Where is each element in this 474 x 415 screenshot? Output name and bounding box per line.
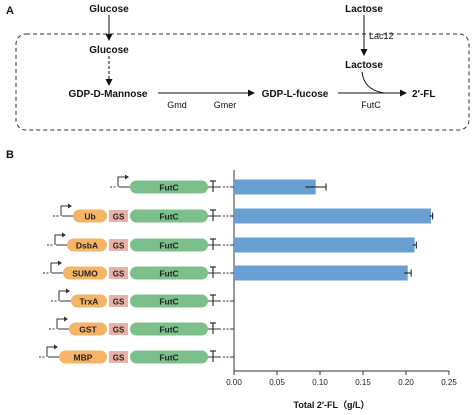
- fusion-tag: [73, 209, 107, 223]
- gs-linker: [109, 267, 128, 279]
- terminator-icon: [210, 294, 216, 306]
- promoter-icon: [60, 205, 70, 216]
- lactose-outside-label: Lactose: [345, 4, 383, 15]
- gs-linker-label: GS: [113, 213, 125, 222]
- bar: [234, 237, 415, 253]
- promoter-icon: [56, 318, 66, 329]
- gdp-fucose-label: GDP-L-fucose: [262, 89, 329, 100]
- gs-linker: [109, 210, 128, 222]
- gs-linker: [109, 239, 128, 251]
- futc-gene-label: FutC: [159, 212, 178, 222]
- construct-row: GS DsbA FutC: [47, 232, 229, 252]
- futc-gene-label: FutC: [159, 325, 178, 335]
- bar: [234, 208, 431, 224]
- promoter-arrowhead-icon: [125, 174, 129, 180]
- x-tick-label: 0.10: [312, 378, 328, 387]
- terminator-icon: [210, 350, 216, 362]
- x-tick-label: 0.15: [355, 378, 371, 387]
- futc-gene-label: FutC: [159, 269, 178, 279]
- promoter-arrowhead-icon: [64, 316, 68, 322]
- terminator-icon: [210, 209, 216, 221]
- panel-a-label: A: [6, 5, 14, 17]
- futc-gene: [130, 322, 208, 336]
- terminator-icon: [210, 322, 216, 334]
- fusion-tag: [63, 266, 107, 280]
- gmer-label: Gmer: [214, 100, 237, 110]
- futc-gene: [130, 294, 208, 308]
- cell-boundary: [15, 33, 470, 131]
- fusion-tag-label: DsbA: [76, 241, 98, 251]
- terminator-icon: [210, 180, 216, 192]
- futc-gene: [130, 238, 208, 252]
- promoter-icon: [54, 234, 64, 245]
- fusion-tag-label: SUMO: [72, 269, 98, 279]
- futc-gene-label: FutC: [159, 241, 178, 251]
- promoter-icon: [50, 262, 60, 273]
- promoter-arrowhead-icon: [66, 288, 70, 294]
- bar: [234, 265, 408, 281]
- bar-chart: 0.00 0.05 0.10 0.15 0.20 0.25 Total 2′-FL（g/L）: [226, 170, 457, 410]
- promoter-icon: [117, 176, 127, 187]
- lactose-join-arrow: [361, 71, 385, 94]
- construct-row: GS SUMO FutC: [43, 260, 229, 280]
- lac12-label: Lac12: [369, 31, 394, 41]
- terminator-icon: [210, 238, 216, 250]
- gs-linker: [109, 351, 128, 363]
- futc-enzyme-label: FutC: [361, 100, 381, 110]
- gs-linker-label: GS: [113, 326, 125, 335]
- promoter-icon: [46, 346, 56, 357]
- construct-row: FutC: [110, 174, 229, 194]
- fusion-tag: [71, 294, 107, 308]
- fusion-tag: [67, 238, 107, 252]
- lactose-inside-label: Lactose: [345, 60, 383, 71]
- x-axis-title: Total 2′-FL（g/L）: [294, 400, 370, 410]
- promoter-arrowhead-icon: [62, 232, 66, 238]
- construct-row: GS Ub FutC: [53, 203, 229, 223]
- futc-gene-label: FutC: [159, 353, 178, 363]
- gs-linker-label: GS: [113, 270, 125, 279]
- construct-row: GS GST FutC: [49, 316, 229, 336]
- construct-diagrams: FutC GS Ub FutC GS DsbA FutC GS SUMO FutC GS TrxA Fu…: [39, 174, 229, 364]
- glucose-inside-label: Glucose: [89, 45, 129, 56]
- fusion-tag-label: TrxA: [80, 297, 99, 307]
- fusion-tag-label: GST: [79, 325, 97, 335]
- promoter-icon: [58, 290, 68, 301]
- x-tick-label: 0.05: [269, 378, 285, 387]
- futc-gene-label: FutC: [159, 297, 178, 307]
- fusion-tag: [59, 350, 107, 364]
- x-tick-label: 0.25: [441, 378, 457, 387]
- futc-gene: [130, 180, 208, 194]
- glucose-outside-label: Glucose: [89, 4, 129, 15]
- fusion-tag: [69, 322, 107, 336]
- fusion-tag-label: Ub: [84, 212, 95, 222]
- construct-row: GS MBP FutC: [39, 344, 229, 364]
- futc-gene: [130, 266, 208, 280]
- gmd-label: Gmd: [167, 100, 187, 110]
- x-tick-label: 0.20: [398, 378, 414, 387]
- gs-linker: [109, 295, 128, 307]
- construct-row: GS TrxA FutC: [51, 288, 229, 308]
- promoter-arrowhead-icon: [68, 203, 72, 209]
- gs-linker-label: GS: [113, 354, 125, 363]
- futc-gene: [130, 209, 208, 223]
- x-tick-label: 0.00: [226, 378, 242, 387]
- gs-linker-label: GS: [113, 298, 125, 307]
- panel-b-label: B: [6, 149, 14, 161]
- terminator-icon: [210, 266, 216, 278]
- gdp-mannose-label: GDP-D-Mannose: [69, 89, 148, 100]
- futc-gene-label: FutC: [159, 183, 178, 193]
- futc-gene: [130, 350, 208, 364]
- bar: [234, 179, 316, 195]
- promoter-arrowhead-icon: [58, 260, 62, 266]
- gs-linker-label: GS: [113, 242, 125, 251]
- gs-linker: [109, 323, 128, 335]
- product-label: 2′-FL: [412, 89, 436, 100]
- fusion-tag-label: MBP: [74, 353, 93, 363]
- promoter-arrowhead-icon: [54, 344, 58, 350]
